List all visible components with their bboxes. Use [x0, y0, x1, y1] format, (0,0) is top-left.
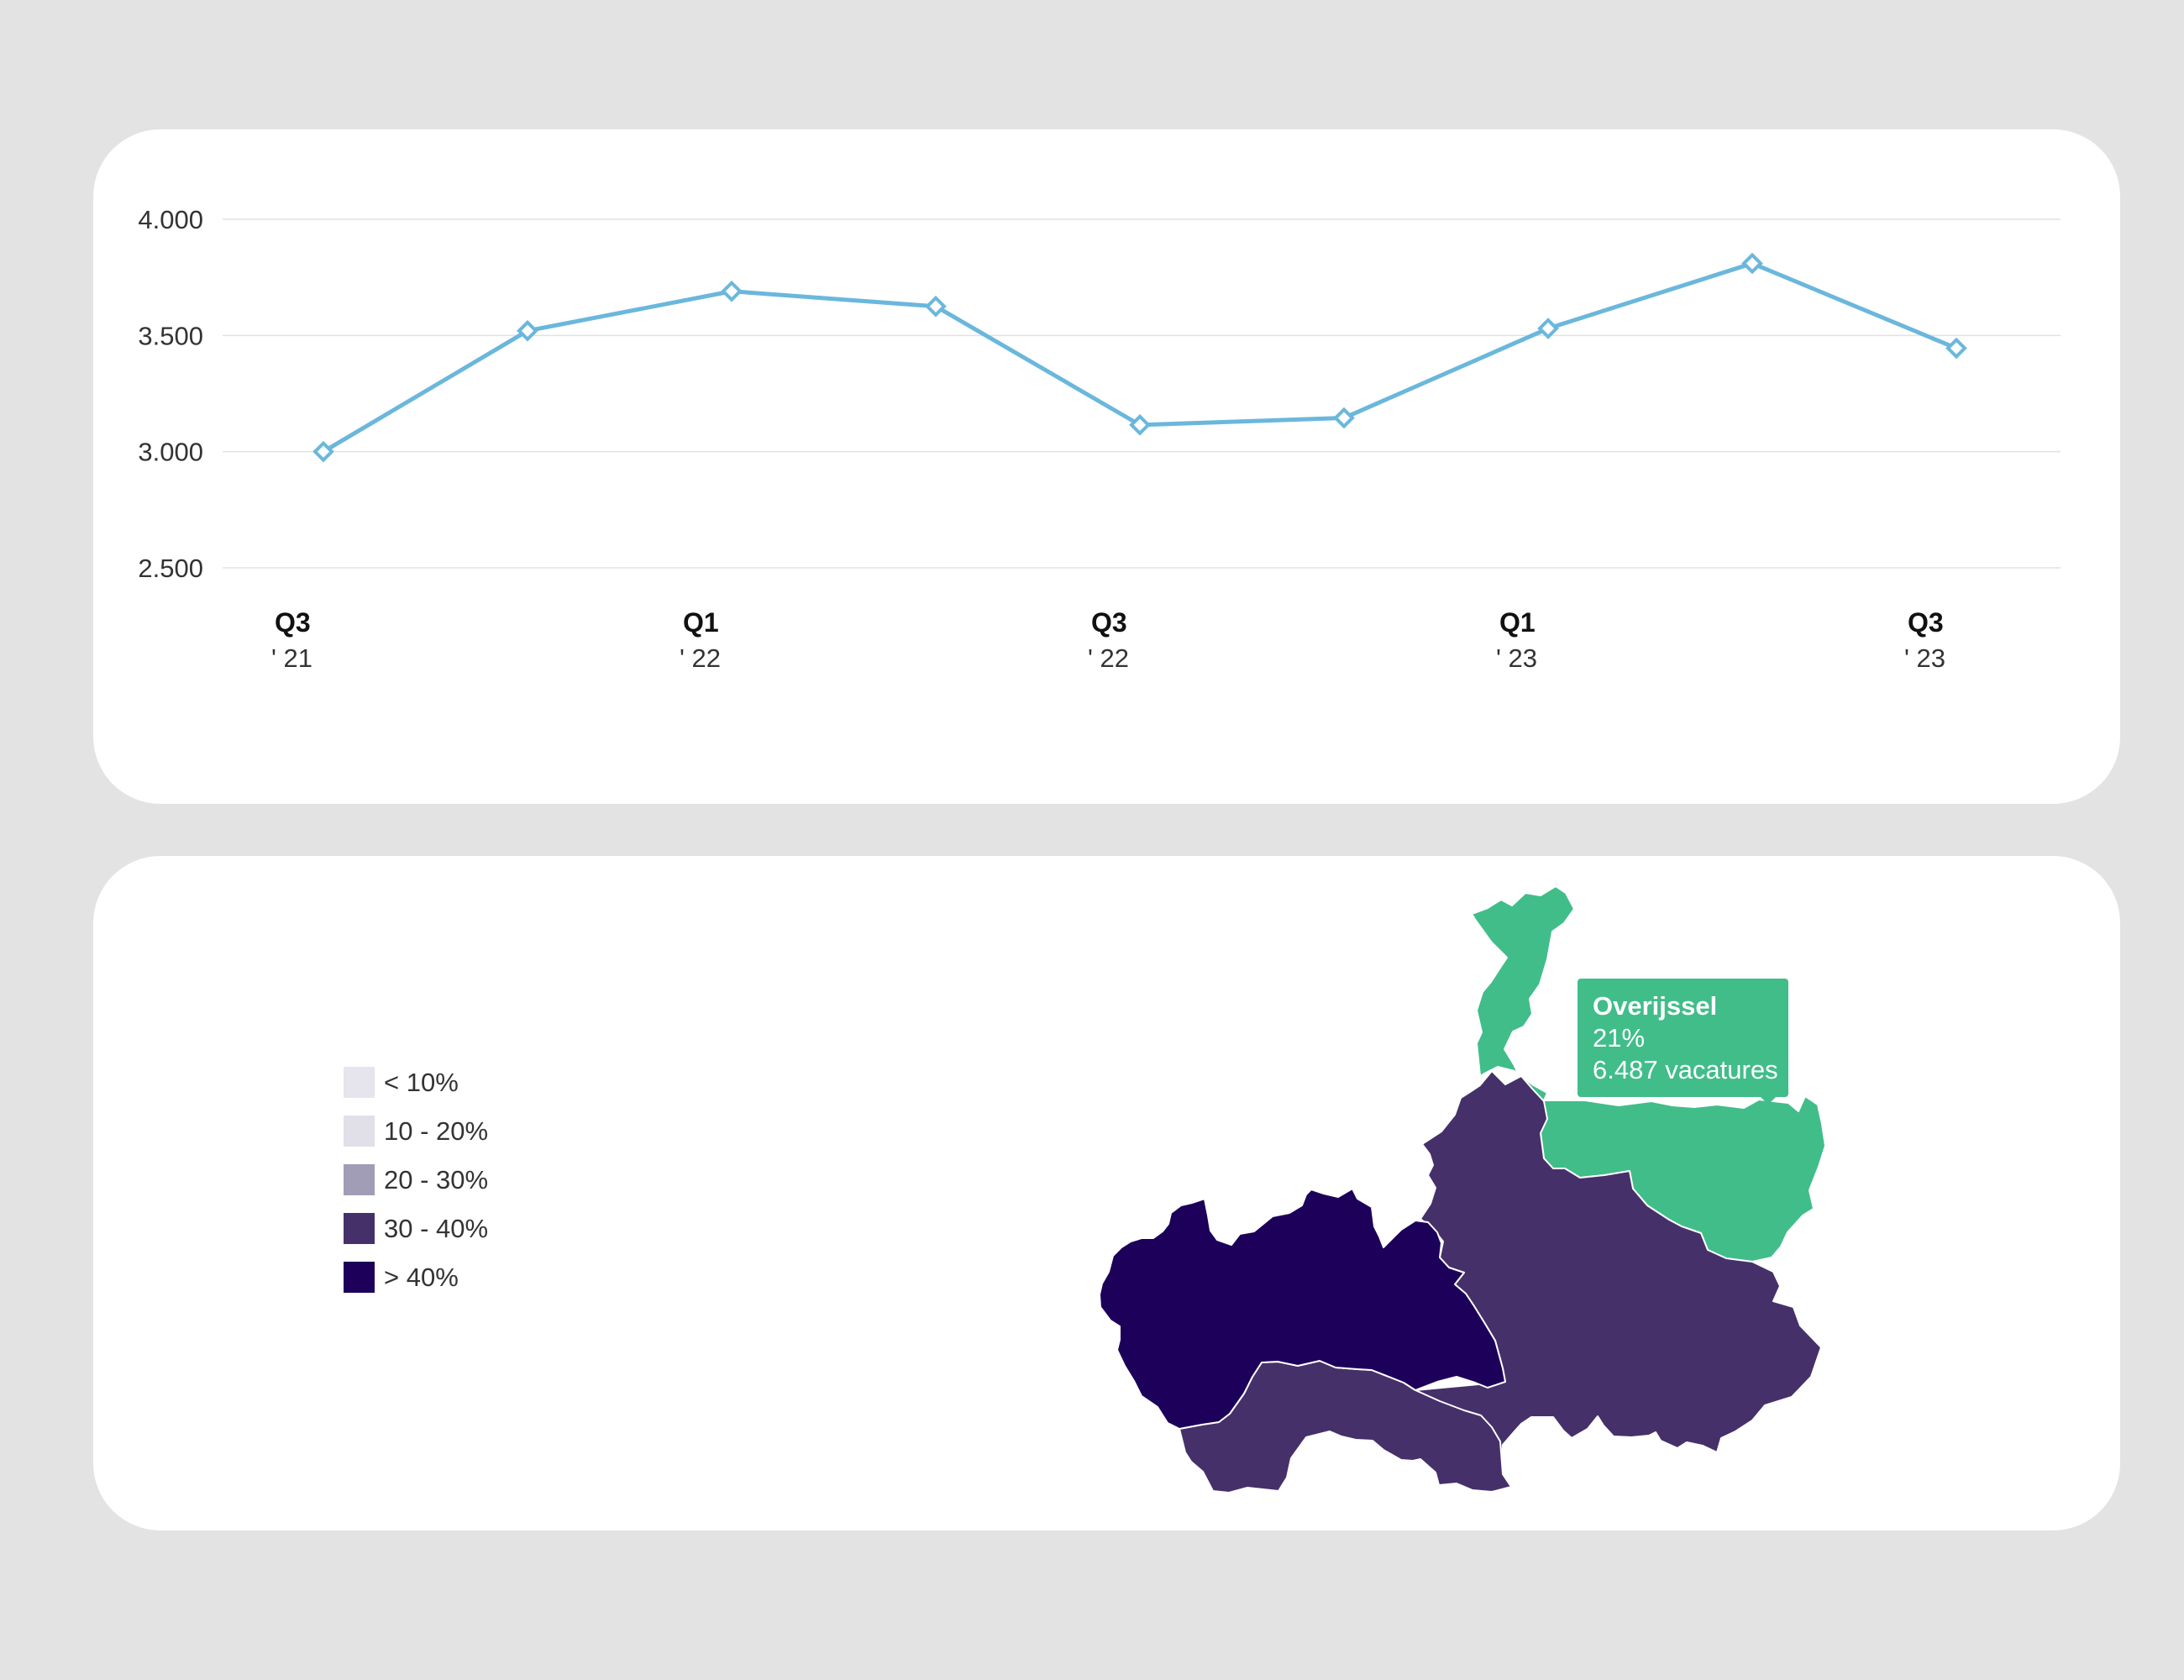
map-tooltip: Overijssel 21% 6.487 vacatures	[1576, 977, 1790, 1099]
x-tick-year: ' 22	[1088, 643, 1129, 673]
data-point-marker[interactable]	[925, 295, 947, 318]
map-card: < 10% 10 - 20% 20 - 30% 30 - 40% > 40% O…	[93, 856, 2120, 1530]
data-point-marker[interactable]	[517, 319, 538, 342]
legend-swatch	[344, 1213, 375, 1244]
legend-label: 10 - 20%	[384, 1116, 489, 1146]
tooltip-percent: 21%	[1593, 1023, 1646, 1053]
data-point-marker[interactable]	[1741, 252, 1763, 275]
region-map	[1099, 885, 1826, 1494]
x-tick-quarter: Q1	[1499, 607, 1536, 638]
x-tick-quarter: Q3	[275, 607, 311, 638]
data-point-marker[interactable]	[312, 440, 334, 463]
legend-swatch	[344, 1116, 375, 1147]
grid	[223, 218, 2061, 569]
data-point-marker[interactable]	[721, 280, 743, 302]
x-tick-year: ' 23	[1904, 643, 1945, 673]
x-tick-year: ' 21	[271, 643, 312, 673]
x-tick-quarter: Q3	[1908, 607, 1944, 638]
x-tick-quarter: Q3	[1091, 607, 1127, 638]
x-tick-year: ' 23	[1496, 643, 1537, 673]
data-point-marker[interactable]	[1945, 337, 1967, 360]
legend-label: 20 - 30%	[384, 1165, 489, 1194]
legend-label: < 10%	[384, 1068, 459, 1097]
legend-swatch	[344, 1067, 375, 1098]
y-tick-label: 3.500	[138, 321, 203, 350]
series	[312, 252, 1967, 463]
x-axis: Q3 ' 21 Q1 ' 22 Q3 ' 22 Q1 ' 23 Q3 ' 23	[271, 607, 1945, 673]
legend-label: > 40%	[384, 1263, 459, 1292]
tooltip-title: Overijssel	[1593, 991, 1718, 1021]
data-point-marker[interactable]	[1537, 318, 1559, 339]
tooltip-arrow	[1761, 1097, 1776, 1105]
y-tick-label: 2.500	[138, 554, 203, 583]
y-tick-label: 4.000	[138, 205, 203, 234]
legend-label: 30 - 40%	[384, 1214, 489, 1243]
data-point-marker[interactable]	[1333, 407, 1355, 429]
tooltip-vacancies: 6.487 vacatures	[1593, 1055, 1778, 1084]
y-axis: 4.000 3.500 3.000 2.500	[138, 205, 203, 583]
y-tick-label: 3.000	[138, 438, 203, 467]
line-chart-card: 4.000 3.500 3.000 2.500 Q3 ' 21 Q1 ' 22 Q3 ' 22 Q…	[93, 129, 2120, 804]
map-region-utrecht[interactable]	[1099, 1188, 1506, 1430]
legend-swatch	[344, 1262, 375, 1293]
x-tick-quarter: Q1	[683, 607, 719, 638]
data-point-marker[interactable]	[1129, 414, 1151, 436]
x-tick-year: ' 22	[680, 643, 721, 673]
legend-swatch	[344, 1164, 375, 1195]
